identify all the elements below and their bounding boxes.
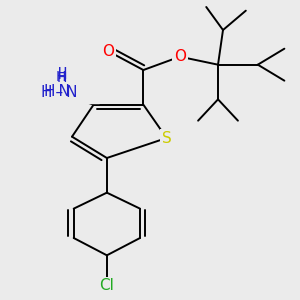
Text: H – N: H – N bbox=[40, 85, 77, 100]
Text: H: H bbox=[58, 67, 67, 82]
Text: O: O bbox=[103, 44, 115, 59]
Text: S: S bbox=[162, 130, 172, 146]
Text: H–N: H–N bbox=[44, 85, 74, 100]
Text: H: H bbox=[55, 70, 66, 84]
Text: H: H bbox=[57, 71, 67, 85]
Text: Cl: Cl bbox=[99, 278, 114, 293]
Bar bbox=[19, 66, 99, 103]
Text: H N: H N bbox=[44, 84, 70, 99]
Text: O: O bbox=[174, 49, 186, 64]
